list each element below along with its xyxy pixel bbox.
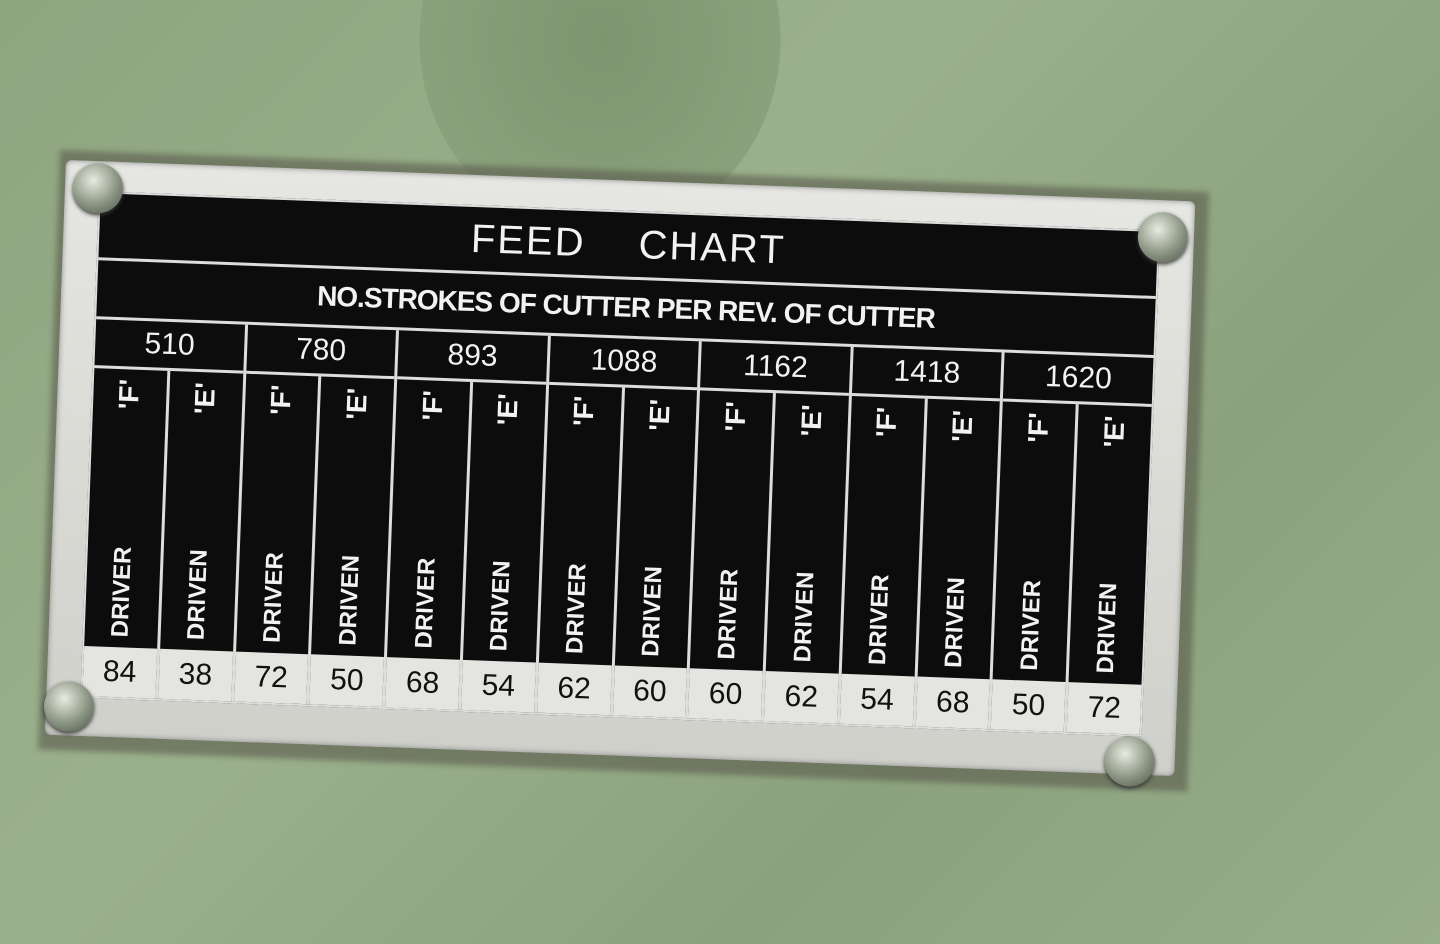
gear-pair: DRIVER 'F' 62 DRIVEN 'E' 60 <box>536 384 698 719</box>
strokes-header: 1162 <box>700 341 851 396</box>
driver-cell: DRIVER 'F' 62 <box>536 384 625 716</box>
driven-cell: DRIVEN 'E' 62 <box>764 393 849 724</box>
plate-inner: FEED CHART NO.STROKES OF CUTTER PER REV.… <box>80 191 1161 737</box>
driven-teeth: 62 <box>764 670 839 724</box>
gear-pair: DRIVER 'F' 50 DRIVEN 'E' 72 <box>991 401 1152 735</box>
gear-letter: 'E' <box>340 387 373 421</box>
driver-text: DRIVER <box>409 557 441 649</box>
gear-letter: 'F' <box>416 390 449 422</box>
column-group: 1088 DRIVER 'F' 62 DRIVEN 'E' 60 <box>536 335 703 719</box>
gear-letter: 'E' <box>794 403 828 438</box>
driver-label: DRIVER 'F' <box>408 380 450 659</box>
gear-letter: 'F' <box>870 406 903 439</box>
driven-teeth: 38 <box>158 648 233 702</box>
driver-cell: DRIVER 'F' 60 <box>688 390 777 721</box>
driven-text: DRIVEN <box>788 571 819 663</box>
column-group: 1162 DRIVER 'F' 60 DRIVEN 'E' 62 <box>688 341 854 724</box>
driver-teeth: 68 <box>385 657 460 710</box>
column-group: 1620 DRIVER 'F' 50 DRIVEN 'E' 72 <box>991 352 1154 735</box>
driver-label: DRIVER 'F' <box>710 391 752 670</box>
strokes-header: 1620 <box>1003 352 1154 407</box>
gear-pair: DRIVER 'F' 68 DRIVEN 'E' 54 <box>385 379 546 713</box>
rivet <box>1137 211 1189 264</box>
column-group: 1418 DRIVER 'F' 54 DRIVEN 'E' 68 <box>839 346 1006 730</box>
driven-cell: DRIVEN 'E' 50 <box>309 377 395 707</box>
gear-letter: 'E' <box>643 398 676 432</box>
driven-cell: DRIVEN 'E' 68 <box>915 399 1000 730</box>
driver-label: DRIVER 'F' <box>559 386 601 665</box>
driver-cell: DRIVER 'F' 72 <box>233 373 322 705</box>
driven-teeth: 54 <box>461 659 536 713</box>
driven-label: DRIVEN 'E' <box>180 372 222 651</box>
gear-pair: DRIVER 'F' 60 DRIVEN 'E' 62 <box>688 390 849 724</box>
gear-pair: DRIVER 'F' 54 DRIVEN 'E' 68 <box>839 395 1000 730</box>
gear-letter: 'E' <box>188 381 222 415</box>
driven-label: DRIVEN 'E' <box>786 394 828 673</box>
driver-cell: DRIVER 'F' 84 <box>82 368 171 699</box>
driver-teeth: 50 <box>991 679 1066 732</box>
gear-pair: DRIVER 'F' 72 DRIVEN 'E' 50 <box>233 373 395 707</box>
driven-teeth: 50 <box>309 654 385 707</box>
driver-label: DRIVER 'F' <box>105 369 147 648</box>
gear-letter: 'F' <box>264 384 297 417</box>
driven-text: DRIVEN <box>334 554 365 647</box>
driven-teeth: 60 <box>612 665 688 719</box>
driver-teeth: 60 <box>688 668 763 721</box>
driven-label: DRIVEN 'E' <box>1089 405 1131 684</box>
strokes-header: 510 <box>94 319 245 374</box>
driven-text: DRIVEN <box>940 576 971 669</box>
driven-teeth: 72 <box>1066 682 1142 735</box>
driver-teeth: 62 <box>536 662 612 716</box>
gear-letter: 'F' <box>113 378 146 411</box>
column-group: 510 DRIVER 'F' 84 DRIVEN 'E' 38 <box>82 319 248 702</box>
driven-cell: DRIVEN 'E' 54 <box>461 382 546 713</box>
rivet <box>43 680 95 733</box>
driven-text: DRIVEN <box>182 548 213 641</box>
driven-cell: DRIVEN 'E' 72 <box>1066 404 1152 735</box>
strokes-header: 893 <box>397 330 548 385</box>
driven-cell: DRIVEN 'E' 60 <box>612 388 698 719</box>
driven-label: DRIVEN 'E' <box>938 399 980 678</box>
gear-letter: 'E' <box>491 392 525 426</box>
column-group: 893 DRIVER 'F' 68 DRIVEN 'E' 54 <box>385 330 551 713</box>
driver-teeth: 72 <box>233 651 309 705</box>
driver-text: DRIVER <box>258 551 289 644</box>
driver-cell: DRIVER 'F' 54 <box>839 395 928 727</box>
driver-label: DRIVER 'F' <box>1013 402 1055 681</box>
driven-text: DRIVEN <box>485 560 516 652</box>
driver-text: DRIVER <box>106 546 138 638</box>
driver-text: DRIVER <box>561 562 592 655</box>
gear-pair: DRIVER 'F' 84 DRIVEN 'E' 38 <box>82 368 243 702</box>
driven-text: DRIVEN <box>637 565 668 658</box>
driver-text: DRIVER <box>864 573 895 666</box>
gear-letter: 'F' <box>719 401 752 433</box>
driver-teeth: 54 <box>839 673 915 727</box>
driver-cell: DRIVER 'F' 68 <box>385 379 474 710</box>
driven-text: DRIVEN <box>1091 582 1122 674</box>
strokes-header: 1418 <box>851 346 1003 402</box>
strokes-header: 1088 <box>548 335 700 391</box>
strokes-header: 780 <box>245 324 397 380</box>
driver-label: DRIVER 'F' <box>256 374 298 653</box>
gear-letter: 'E' <box>1097 415 1130 449</box>
driven-teeth: 68 <box>915 676 991 730</box>
driver-teeth: 84 <box>82 645 157 699</box>
feed-table: 510 DRIVER 'F' 84 DRIVEN 'E' 38 780 DRIVER 'F' 72 D… <box>82 319 1154 735</box>
driven-label: DRIVEN 'E' <box>483 383 525 662</box>
gear-letter: 'F' <box>1022 412 1055 444</box>
column-group: 780 DRIVER 'F' 72 DRIVEN 'E' 50 <box>233 324 400 708</box>
driven-label: DRIVEN 'E' <box>332 377 374 656</box>
driver-label: DRIVER 'F' <box>862 397 904 676</box>
driven-cell: DRIVEN 'E' 38 <box>158 371 243 702</box>
driver-text: DRIVER <box>712 568 744 661</box>
driver-cell: DRIVER 'F' 50 <box>991 401 1079 733</box>
driven-label: DRIVEN 'E' <box>635 388 677 667</box>
driver-text: DRIVER <box>1015 579 1047 672</box>
gear-letter: 'E' <box>946 409 979 443</box>
gear-letter: 'F' <box>567 395 600 428</box>
feed-chart-plate: FEED CHART NO.STROKES OF CUTTER PER REV.… <box>43 160 1196 788</box>
